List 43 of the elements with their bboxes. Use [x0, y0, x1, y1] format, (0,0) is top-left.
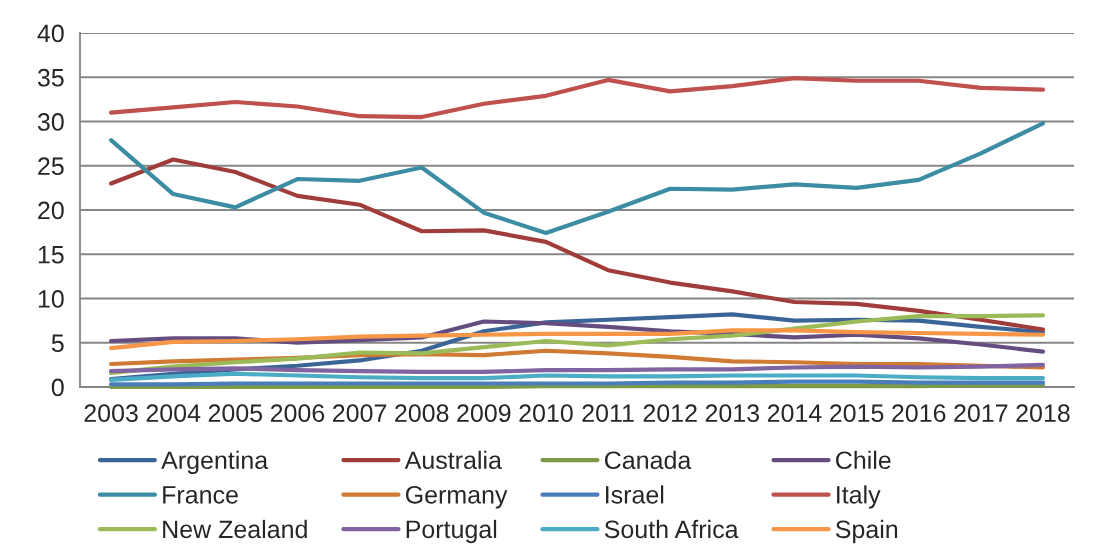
legend-label: Portugal	[406, 519, 497, 544]
legend-label: Chile	[836, 450, 891, 470]
x-tick-label: 2011	[582, 404, 634, 423]
legend-label: Italy	[837, 485, 881, 509]
x-tick-label: 2015	[830, 404, 884, 423]
x-tick-label: 2014	[767, 404, 822, 423]
x-tick-label: 2005	[208, 404, 263, 423]
y-tick-label: 40	[37, 24, 64, 43]
line-series	[108, 121, 1046, 236]
legend-label: Spain	[835, 519, 898, 544]
y-tick-label: 0	[51, 378, 64, 397]
x-tick-label: 2018	[1016, 404, 1070, 423]
x-tick-label: 2016	[892, 404, 946, 423]
x-tick-label: 2004	[146, 404, 201, 423]
x-tick-label: 2007	[333, 404, 387, 423]
line-series	[108, 76, 1046, 120]
x-tick-label: 2006	[270, 404, 325, 423]
legend-label: Israel	[606, 485, 664, 504]
legend-label: Canada	[604, 450, 692, 470]
legend-label: South Africa	[604, 519, 739, 539]
x-tick-label: 2013	[705, 404, 760, 423]
x-tick-label: 2012	[643, 404, 697, 423]
x-tick-label: 2009	[457, 404, 511, 423]
legend-label: Australia	[404, 450, 502, 470]
legend-label: France	[163, 486, 238, 504]
y-tick-label: 30	[37, 113, 64, 131]
y-tick-label: 20	[38, 201, 64, 220]
y-tick-label: 15	[38, 246, 64, 264]
line-series	[108, 362, 1046, 375]
y-tick-label: 35	[37, 68, 64, 87]
x-tick-label: 2017	[954, 404, 1008, 423]
y-tick-label: 5	[51, 334, 64, 353]
x-tick-label: 2003	[84, 404, 138, 423]
legend-label: Argentina	[161, 450, 269, 475]
y-tick-label: 25	[38, 157, 64, 176]
legend-label: Germany	[405, 485, 508, 509]
line-series	[108, 157, 1046, 332]
x-tick-label: 2008	[395, 404, 449, 423]
line-series	[108, 328, 1046, 351]
legend-label: New Zealand	[163, 519, 307, 539]
line-series	[108, 371, 1046, 383]
x-tick-label: 2010	[519, 404, 573, 423]
y-tick-label: 10	[38, 290, 64, 308]
